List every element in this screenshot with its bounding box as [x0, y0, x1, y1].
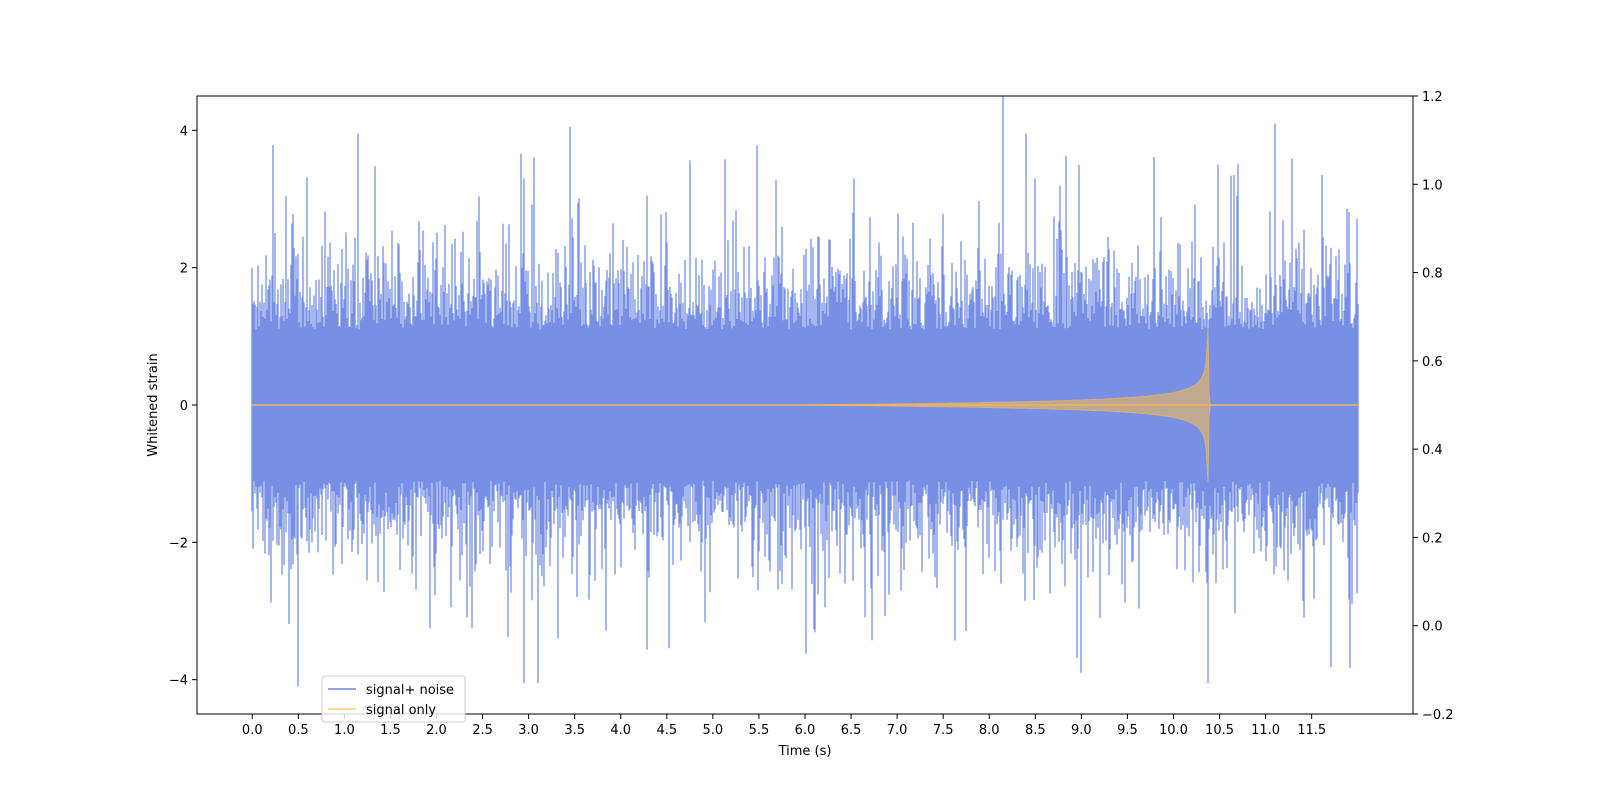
y-tick-label: 2 [180, 262, 188, 277]
x-tick-label: 4.5 [656, 723, 677, 738]
x-tick-label: 0.0 [242, 723, 263, 738]
x-tick-label: 11.0 [1251, 723, 1280, 738]
x-tick-label: 5.0 [703, 723, 724, 738]
legend: signal+ noise signal only [321, 675, 466, 723]
x-tick-label: 1.0 [334, 723, 355, 738]
y-axis-label: Whitened strain [146, 353, 161, 456]
legend-box [321, 675, 466, 723]
x-tick-label: 3.0 [518, 723, 539, 738]
x-tick-label: 6.5 [841, 723, 862, 738]
y2-tick-label: 0.2 [1422, 531, 1443, 546]
x-tick-label: 7.5 [933, 723, 954, 738]
series-group [251, 96, 1359, 687]
x-tick-label: 1.5 [380, 723, 401, 738]
x-tick-label: 10.5 [1205, 723, 1234, 738]
x-tick-label: 8.0 [979, 723, 1000, 738]
x-tick-label: 11.5 [1297, 723, 1326, 738]
axes: 0.0 0.5 1.0 1.5 2.0 2.5 3.0 3.5 4.0 4.5 5.0 5.5 6.0 6… [169, 90, 1454, 738]
x-tick-label: 8.5 [1025, 723, 1046, 738]
x-tick-label: 2.0 [426, 723, 447, 738]
y-tick-label: 0 [180, 399, 188, 414]
x-tick-label: 5.5 [749, 723, 770, 738]
x-tick-label: 7.0 [887, 723, 908, 738]
x-tick-label: 9.0 [1071, 723, 1092, 738]
y-tick-label: −2 [169, 536, 188, 551]
x-tick-label: 4.0 [610, 723, 631, 738]
legend-label-signal-noise: signal+ noise [366, 683, 454, 698]
x-tick-label: 9.5 [1117, 723, 1138, 738]
x-tick-label: 6.0 [795, 723, 816, 738]
y2-tick-label: 0.8 [1422, 267, 1443, 282]
x-tick-label: 2.5 [472, 723, 493, 738]
y-tick-label: 4 [180, 124, 188, 139]
y2-tick-label: −0.2 [1422, 708, 1454, 723]
y2-tick-label: 1.0 [1422, 178, 1443, 193]
x-tick-label: 3.5 [564, 723, 585, 738]
plot-area [251, 96, 1359, 687]
y2-tick-label: 1.2 [1422, 90, 1443, 105]
y-tick-label: −4 [169, 674, 188, 689]
x-tick-label: 0.5 [288, 723, 309, 738]
y2-tick-label: 0.0 [1422, 620, 1443, 635]
x-tick-label: 10.0 [1159, 723, 1188, 738]
x-axis-label: Time (s) [778, 744, 832, 759]
y2-tick-label: 0.4 [1422, 443, 1443, 458]
y2-tick-label: 0.6 [1422, 355, 1443, 370]
legend-label-signal-only: signal only [366, 703, 436, 718]
